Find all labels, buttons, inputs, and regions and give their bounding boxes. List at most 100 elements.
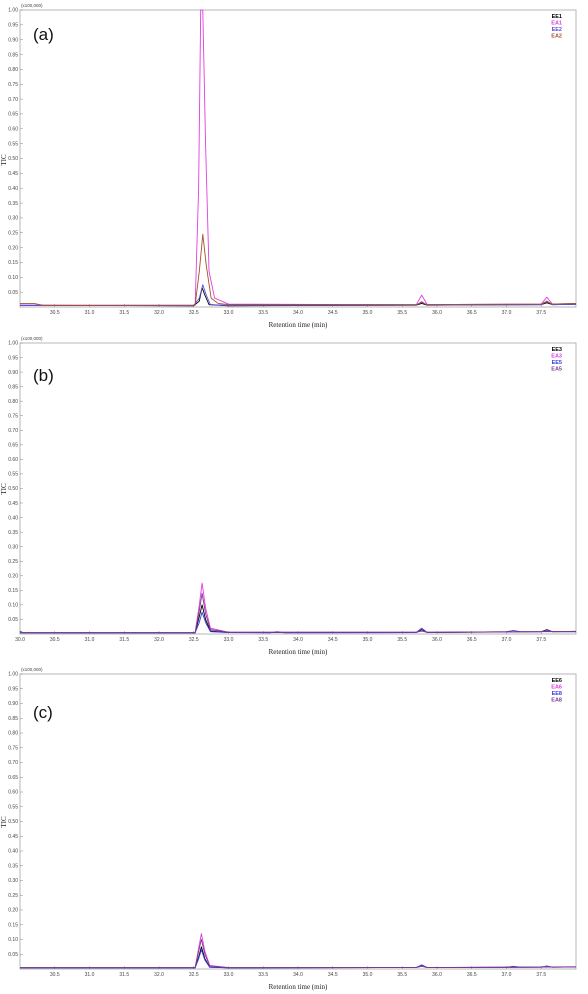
x-tick-label: 34.5 [328, 310, 338, 316]
plot-frame [19, 342, 577, 635]
y-tick-label: 0.70 [8, 760, 18, 766]
legend-entry: EE2 [552, 27, 562, 33]
x-tick-label: 34.0 [293, 972, 303, 978]
x-tick-label: 34.0 [293, 310, 303, 316]
plot-frame [19, 673, 577, 970]
y-tick-label: 0.85 [8, 716, 18, 722]
y-tick-label: 0.80 [8, 67, 18, 73]
x-tick-label: 37.0 [502, 637, 512, 643]
series-lines [19, 9, 577, 307]
legend-entry: EA1 [551, 21, 562, 27]
legend-entry: EA3 [551, 354, 562, 360]
y-axis-label: TIC [0, 816, 8, 828]
y-tick-label: 0.60 [8, 790, 18, 796]
y-tick-label: 0.90 [8, 370, 18, 376]
x-tick-label: 32.5 [189, 637, 199, 643]
y-tick-label: 0.95 [8, 23, 18, 29]
y-tick-label: 0.25 [8, 893, 18, 899]
x-axis-ticks: 30.0 30.5 31.0 31.5 32.0 32.5 33.0 33.5 34.0 34.5… [15, 631, 546, 643]
y-tick-label: 0.85 [8, 384, 18, 390]
x-tick-label: 31.0 [85, 972, 95, 978]
x-tick-label: 34.5 [328, 637, 338, 643]
y-axis-label: TIC [0, 483, 8, 495]
y-tick-label: 0.45 [8, 834, 18, 840]
x-tick-label: 32.0 [154, 310, 164, 316]
x-tick-label: 33.0 [224, 637, 234, 643]
y-tick-label: 0.30 [8, 216, 18, 222]
y-tick-label: 0.45 [8, 501, 18, 507]
legend-entry: EE1 [552, 14, 562, 20]
panel-c: (c) (x100,000) Retention time (min) TIC … [0, 667, 577, 991]
x-axis-label: Retention time (min) [269, 321, 328, 329]
y-tick-label: 0.30 [8, 878, 18, 884]
y-tick-label: 0.15 [8, 922, 18, 928]
y-tick-label: 0.20 [8, 574, 18, 580]
x-tick-label: 33.5 [258, 637, 268, 643]
series-line-ea6 [20, 933, 577, 968]
y-tick-label: 0.25 [8, 230, 18, 236]
x-tick-label: 32.0 [154, 637, 164, 643]
x-tick-label: 32.0 [154, 972, 164, 978]
y-tick-label: 0.05 [8, 290, 18, 296]
y-tick-label: 0.65 [8, 112, 18, 118]
y-tick-label: 0.55 [8, 141, 18, 147]
y-tick-label: 0.50 [8, 486, 18, 492]
x-tick-label: 36.5 [467, 637, 477, 643]
series-line-ee8 [20, 949, 577, 969]
x-tick-label: 35.0 [363, 972, 373, 978]
y-tick-label: 0.65 [8, 443, 18, 449]
x-tick-label: 33.5 [258, 972, 268, 978]
y-tick-label: 0.15 [8, 260, 18, 266]
x-tick-label: 35.0 [363, 310, 373, 316]
x-tick-label: 36.0 [432, 310, 442, 316]
series-line-ea2 [20, 233, 577, 306]
y-tick-label: 0.90 [8, 701, 18, 707]
x-tick-label: 36.5 [467, 972, 477, 978]
legend-entry: EA2 [551, 34, 562, 40]
y-axis-ticks: 0.05 0.10 0.15 0.20 0.25 0.30 0.35 0.40 0.45 0.50… [8, 341, 23, 623]
multiplier-label: (x100,000) [21, 336, 43, 341]
x-tick-label: 37.5 [536, 637, 546, 643]
y-tick-label: 0.85 [8, 52, 18, 58]
y-tick-label: 0.60 [8, 127, 18, 133]
panel-b: (b) (x100,000) Retention time (min) TIC … [0, 336, 577, 656]
series-lines [19, 582, 577, 634]
x-tick-label: 37.5 [536, 310, 546, 316]
x-tick-label: 31.0 [85, 637, 95, 643]
x-tick-label: 37.0 [502, 972, 512, 978]
x-tick-label: 36.5 [467, 310, 477, 316]
x-tick-label: 32.5 [189, 310, 199, 316]
series-line-ea5 [20, 592, 577, 633]
series-line-ea1 [20, 9, 577, 306]
y-tick-label: 0.55 [8, 472, 18, 478]
y-tick-label: 0.50 [8, 819, 18, 825]
x-tick-label: 35.5 [397, 637, 407, 643]
x-tick-label: 30.5 [50, 637, 60, 643]
y-tick-label: 0.20 [8, 908, 18, 914]
plot-frame [19, 9, 577, 308]
y-axis-ticks: 0.05 0.10 0.15 0.20 0.25 0.30 0.35 0.40 0.45 0.50… [8, 8, 23, 296]
y-tick-label: 0.30 [8, 544, 18, 550]
series-line-ea3 [20, 582, 577, 633]
legend-entry: EE5 [552, 360, 562, 366]
x-tick-label: 37.0 [502, 310, 512, 316]
y-tick-label: 0.55 [8, 804, 18, 810]
y-tick-label: 1.00 [8, 341, 18, 347]
x-tick-label: 33.0 [224, 310, 234, 316]
x-tick-label: 31.5 [119, 310, 129, 316]
y-tick-label: 0.20 [8, 245, 18, 251]
panel-label: (a) [33, 25, 54, 44]
x-axis-label: Retention time (min) [269, 648, 328, 656]
y-tick-label: 0.70 [8, 97, 18, 103]
y-tick-label: 0.75 [8, 82, 18, 88]
multiplier-label: (x100,000) [21, 3, 43, 8]
y-tick-label: 0.95 [8, 355, 18, 361]
y-tick-label: 0.75 [8, 745, 18, 751]
x-tick-label: 31.5 [119, 972, 129, 978]
x-tick-label: 35.5 [397, 972, 407, 978]
x-tick-label: 34.5 [328, 972, 338, 978]
x-tick-label: 36.0 [432, 972, 442, 978]
